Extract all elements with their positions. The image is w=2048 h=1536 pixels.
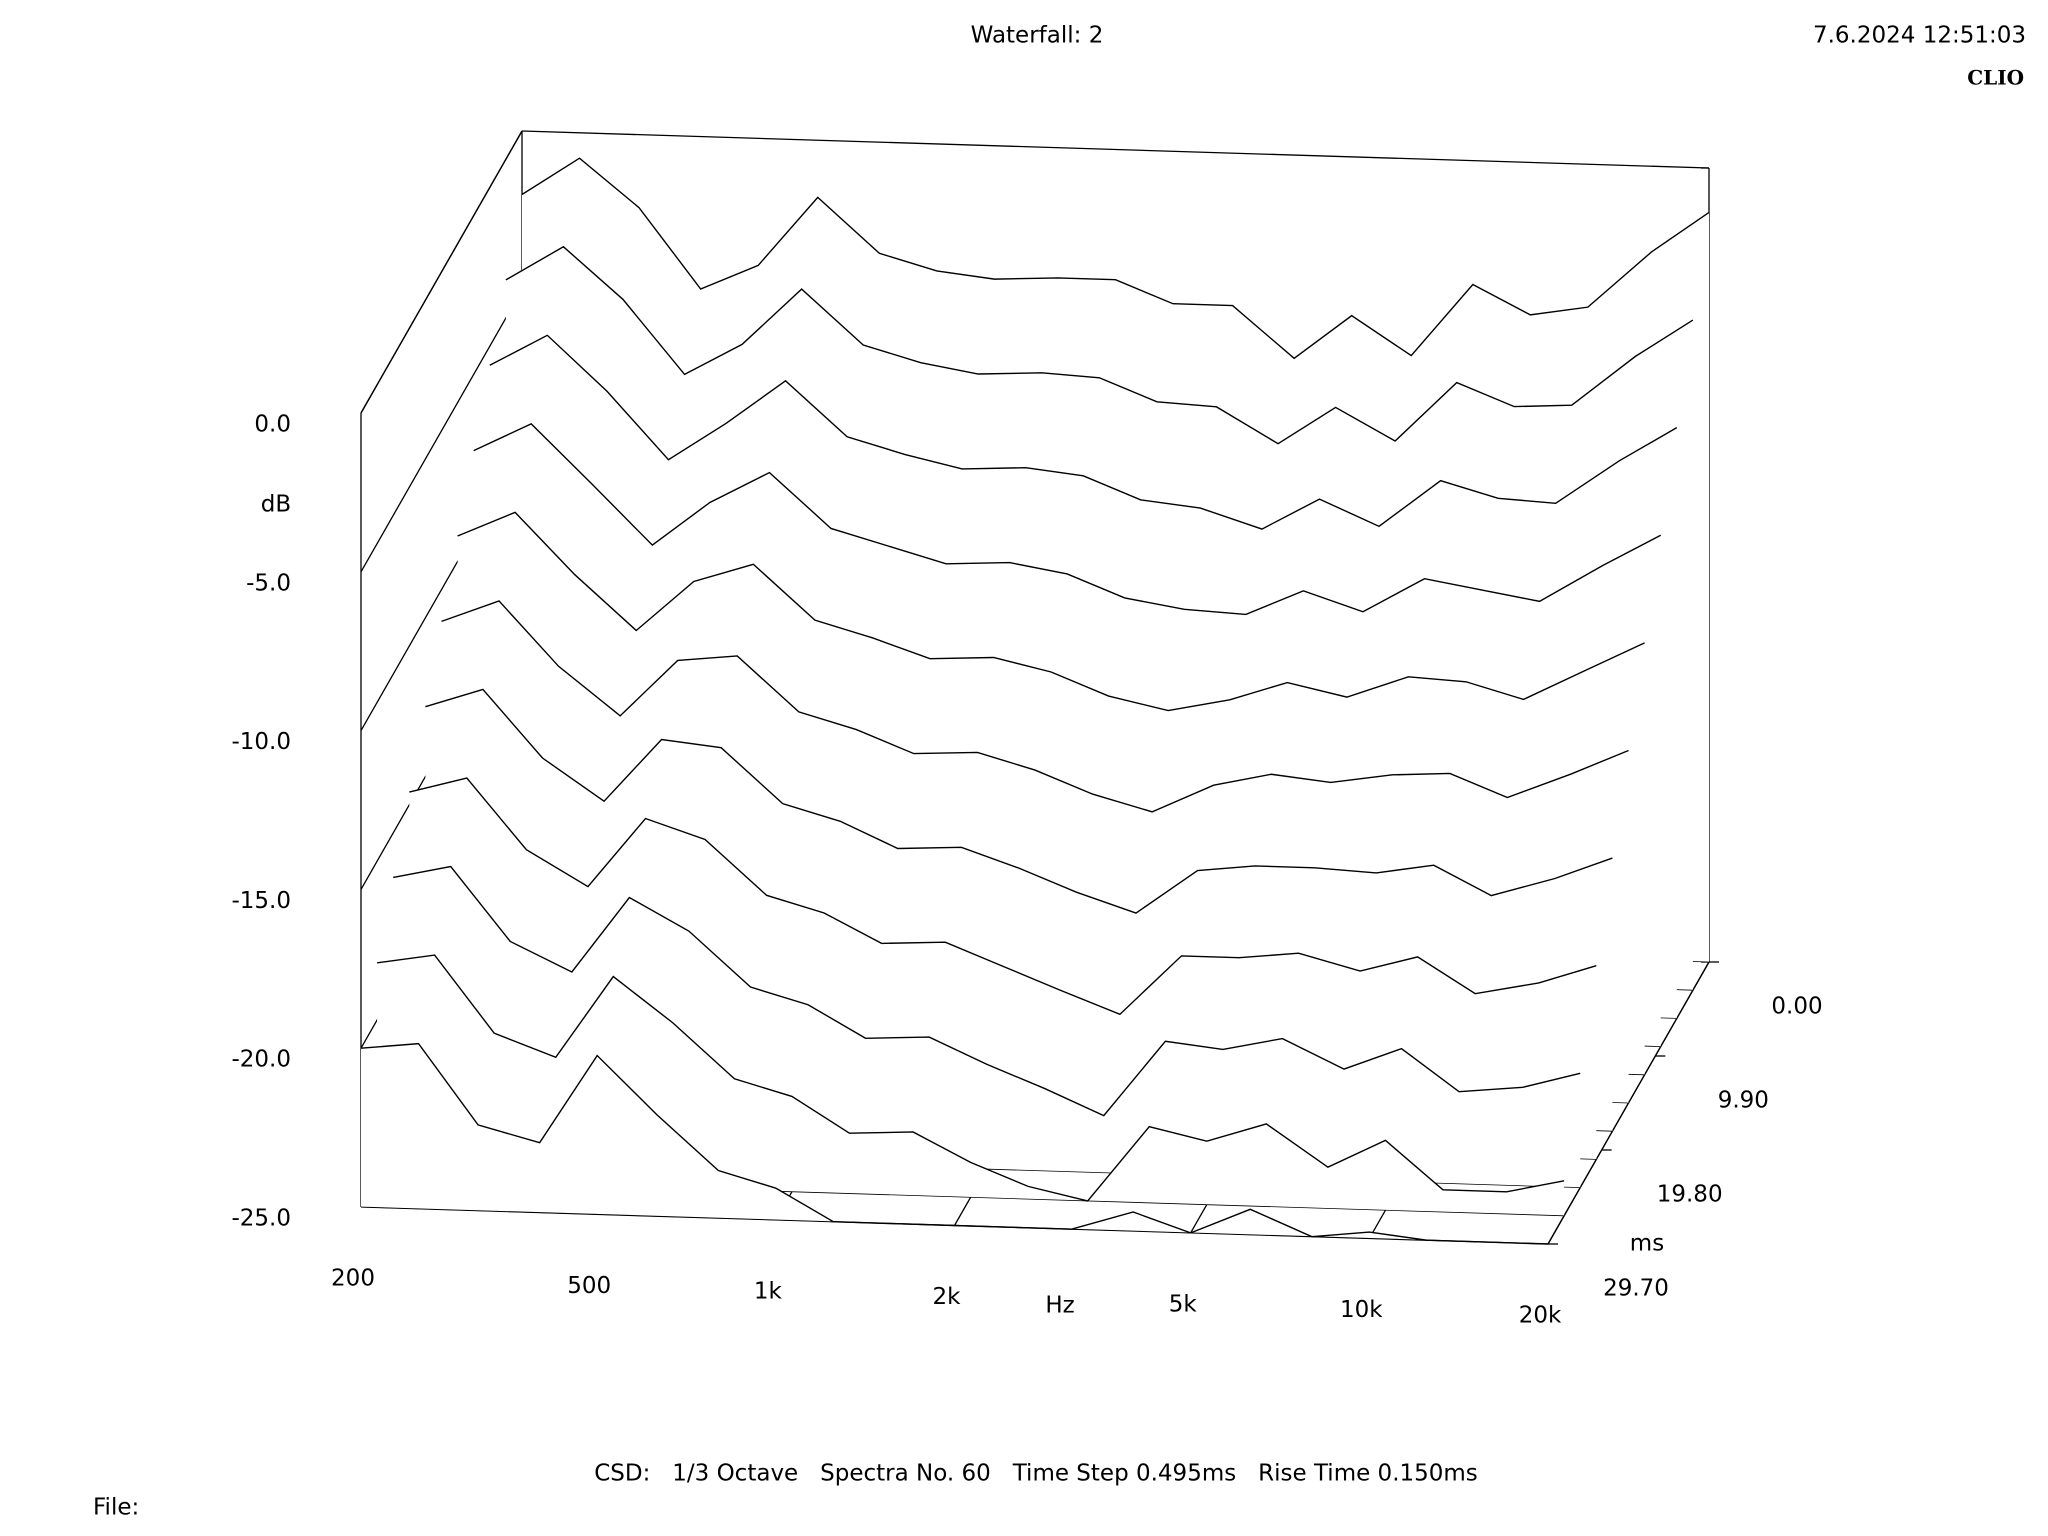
- z-tick-label: 29.70: [1603, 1276, 1669, 1302]
- axis-edge: [521, 130, 1710, 169]
- z-tick-label: 19.80: [1657, 1182, 1723, 1208]
- slice-line: [505, 245, 1694, 445]
- y-tick-label: -15.0: [231, 888, 291, 914]
- file-label: File:: [93, 1495, 139, 1521]
- y-tick-label: -25.0: [231, 1206, 291, 1232]
- slice-line: [489, 334, 1678, 530]
- slice-line: [521, 157, 1710, 360]
- timestamp: 7.6.2024 12:51:03: [1813, 23, 2026, 49]
- y-tick-label: -5.0: [246, 570, 291, 596]
- x-tick-label: 5k: [1169, 1291, 1198, 1317]
- slice-line: [425, 688, 1613, 914]
- z-tick-label: 9.90: [1718, 1088, 1769, 1114]
- y-tick-label: -10.0: [231, 729, 291, 755]
- z-axis-label: ms: [1630, 1231, 1664, 1257]
- slice-line: [457, 511, 1645, 712]
- x-tick-label: 10k: [1340, 1297, 1383, 1323]
- x-tick-label: 2k: [933, 1284, 962, 1310]
- grid-line: [360, 289, 523, 573]
- x-tick-label: 20k: [1519, 1303, 1562, 1329]
- x-tick-label: 1k: [754, 1278, 783, 1304]
- slice-line: [377, 954, 1565, 1202]
- z-tick-label: 0.00: [1771, 994, 1822, 1020]
- slice-line: [393, 865, 1581, 1117]
- brand: CLIO: [1967, 66, 2024, 90]
- y-tick-label: 0.0: [254, 412, 291, 438]
- x-axis-label: Hz: [1045, 1293, 1074, 1319]
- slice-fill: [361, 1043, 1548, 1244]
- y-axis-label: dB: [261, 492, 291, 518]
- x-tick-label: 200: [331, 1266, 375, 1292]
- settings: CSD: 1/3 Octave Spectra No. 60 Time Step…: [594, 1461, 1478, 1487]
- chart-title: Waterfall: 2: [971, 23, 1104, 49]
- slice-line: [441, 600, 1629, 813]
- x-tick-label: 500: [567, 1273, 611, 1299]
- slice-base: [360, 1206, 1549, 1245]
- slice-line: [473, 422, 1662, 616]
- grid-line: [360, 130, 523, 414]
- y-tick-label: -20.0: [231, 1047, 291, 1073]
- slice-line: [409, 777, 1597, 1016]
